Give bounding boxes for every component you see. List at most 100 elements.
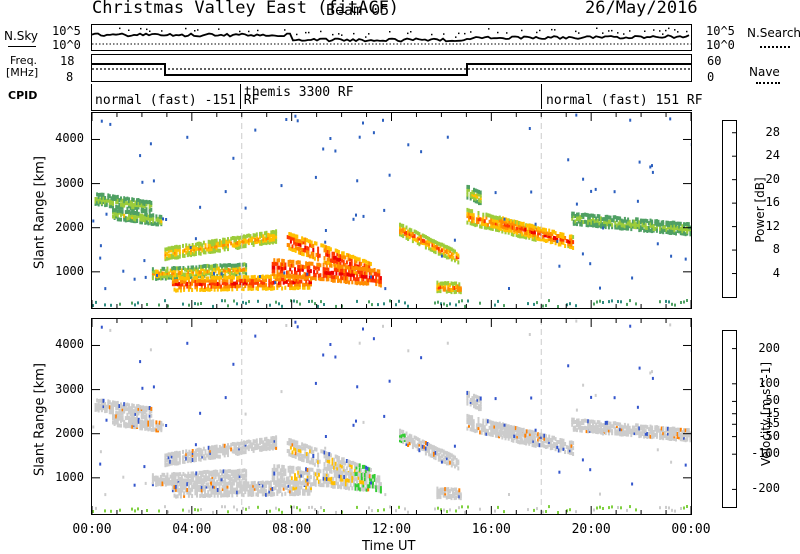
power-cell — [491, 224, 494, 229]
velocity-cell — [297, 445, 300, 450]
power-cell — [148, 204, 151, 209]
power-cell — [641, 222, 644, 227]
power-cell — [633, 219, 636, 224]
velocity-cell — [290, 492, 293, 496]
velocity-cell — [297, 470, 300, 475]
velocity-cell — [273, 467, 276, 472]
power-cell — [330, 270, 333, 275]
velocity-cell — [324, 473, 327, 478]
power-cell — [275, 234, 278, 239]
power-cell — [150, 207, 153, 212]
power-cell — [263, 278, 266, 283]
velocity-cell — [94, 403, 97, 407]
velocity-cell — [214, 469, 217, 474]
velocity-cell — [124, 403, 127, 408]
power-cell — [275, 229, 278, 234]
y-tick-label: 2000 — [55, 219, 84, 234]
velocity-cell — [259, 437, 261, 442]
velocity-cell — [198, 470, 201, 475]
power-cell — [527, 230, 530, 235]
velocity-cell — [612, 421, 615, 426]
velocity-cell — [327, 480, 330, 484]
power-cell — [670, 225, 673, 230]
velocity-cell — [310, 488, 312, 493]
power-cell — [562, 235, 565, 240]
velocity-cell — [260, 480, 263, 485]
velocity-cell — [273, 436, 276, 441]
power-cell — [271, 269, 274, 273]
velocity-cell — [297, 483, 300, 488]
power-cell — [261, 286, 264, 291]
velocity-cell — [289, 486, 292, 491]
velocity-cell — [118, 423, 121, 428]
power-cell — [440, 302, 442, 306]
power-cell — [437, 251, 440, 256]
power-cell — [426, 242, 429, 247]
velocity-cell — [503, 431, 506, 436]
power-cell — [508, 228, 511, 233]
power-cell — [270, 233, 273, 238]
power-cell — [335, 304, 337, 308]
velocity-cell — [300, 485, 303, 490]
power-cell — [365, 274, 368, 279]
power-cell — [508, 223, 511, 228]
velocity-cell — [450, 458, 453, 463]
power-cell — [265, 286, 267, 291]
power-cell — [250, 278, 253, 282]
velocity-cell — [150, 413, 153, 418]
power-cell — [261, 280, 264, 285]
power-cell — [646, 219, 649, 224]
velocity-cell — [190, 456, 193, 461]
velocity-cell — [202, 484, 205, 489]
velocity-cell — [275, 445, 278, 450]
velocity-cell — [310, 460, 313, 465]
power-cell — [420, 234, 422, 239]
power-cell — [158, 275, 161, 280]
velocity-cell — [615, 431, 618, 436]
velocity-cell — [345, 466, 348, 471]
velocity-cell — [279, 489, 282, 493]
velocity-cell — [145, 422, 148, 427]
velocity-cell — [271, 489, 274, 494]
velocity-cell — [529, 434, 532, 439]
power-cell — [678, 226, 681, 231]
velocity-cell — [541, 441, 544, 445]
velocity-cell — [457, 466, 460, 471]
power-cell — [243, 267, 246, 272]
power-cell — [588, 218, 591, 223]
power-cell — [683, 229, 685, 234]
power-cell — [143, 202, 146, 207]
power-cell — [660, 220, 663, 225]
velocity-cell — [630, 428, 633, 433]
power-cell — [340, 275, 343, 280]
velocity-cell — [278, 471, 281, 476]
velocity-cell — [577, 425, 580, 430]
power-cell — [290, 283, 293, 288]
velocity-cell — [267, 442, 270, 446]
power-cell — [506, 228, 509, 233]
velocity-cell — [255, 446, 258, 450]
velocity-cell — [576, 423, 578, 427]
power-cell — [199, 287, 202, 292]
velocity-cell — [108, 400, 111, 405]
power-cell — [190, 265, 193, 270]
velocity-cell — [239, 446, 242, 451]
nave-tick-top: 60 — [707, 54, 722, 68]
power-cell — [337, 250, 340, 254]
velocity-cell — [294, 473, 296, 478]
velocity-cell — [139, 423, 142, 428]
power-cell — [287, 282, 290, 287]
nsky-point — [623, 33, 625, 35]
velocity-cell — [185, 449, 188, 454]
velocity-cell — [469, 427, 472, 432]
velocity-cell — [620, 432, 623, 437]
velocity-cell — [345, 459, 348, 463]
velocity-cell — [149, 425, 151, 430]
velocity-cell — [287, 465, 290, 470]
velocity-cell — [270, 443, 273, 448]
power-cell — [529, 233, 532, 238]
velocity-cell — [405, 439, 408, 444]
power-cell — [271, 283, 274, 288]
power-cell — [213, 285, 216, 289]
power-cell — [200, 279, 203, 284]
